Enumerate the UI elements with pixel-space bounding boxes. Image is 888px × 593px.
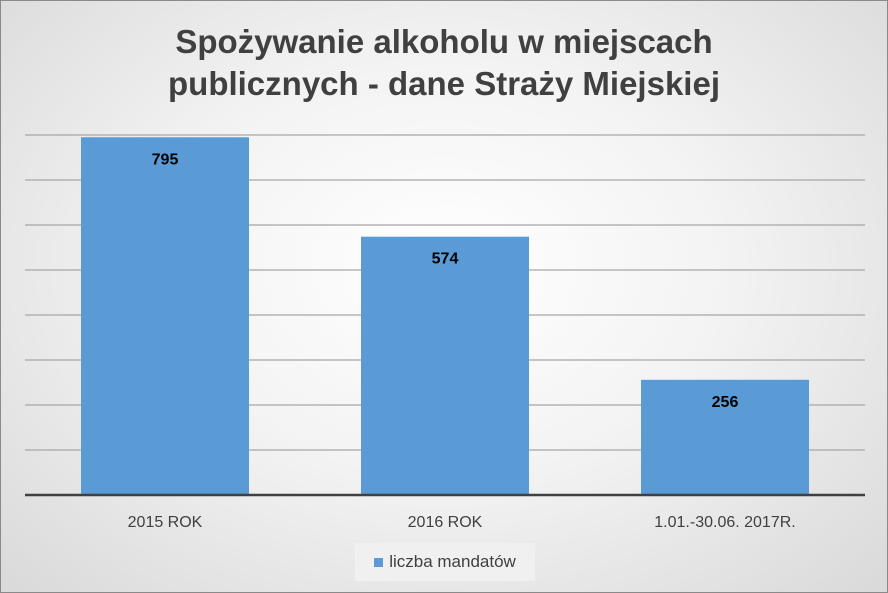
bar-3 (641, 379, 809, 495)
data-label-2: 574 (432, 251, 459, 268)
x-tick-label-1: 2015 ROK (128, 514, 203, 531)
data-label-1: 795 (152, 151, 179, 168)
legend-label: liczba mandatów (389, 552, 516, 571)
legend-swatch (374, 557, 384, 567)
bar-2 (361, 236, 529, 495)
chart-legend: liczba mandatów (355, 543, 535, 581)
x-tick-label-3: 1.01.-30.06. 2017R. (654, 514, 795, 531)
data-label-3: 256 (712, 394, 739, 411)
chart-title-line-1: Spożywanie alkoholu w miejscach (175, 23, 713, 60)
bar-1 (81, 137, 249, 495)
chart-title-line-2: publicznych - dane Straży Miejskiej (168, 65, 720, 102)
chart-title: Spożywanie alkoholu w miejscach publiczn… (1, 21, 887, 105)
x-tick-label-2: 2016 ROK (408, 514, 483, 531)
